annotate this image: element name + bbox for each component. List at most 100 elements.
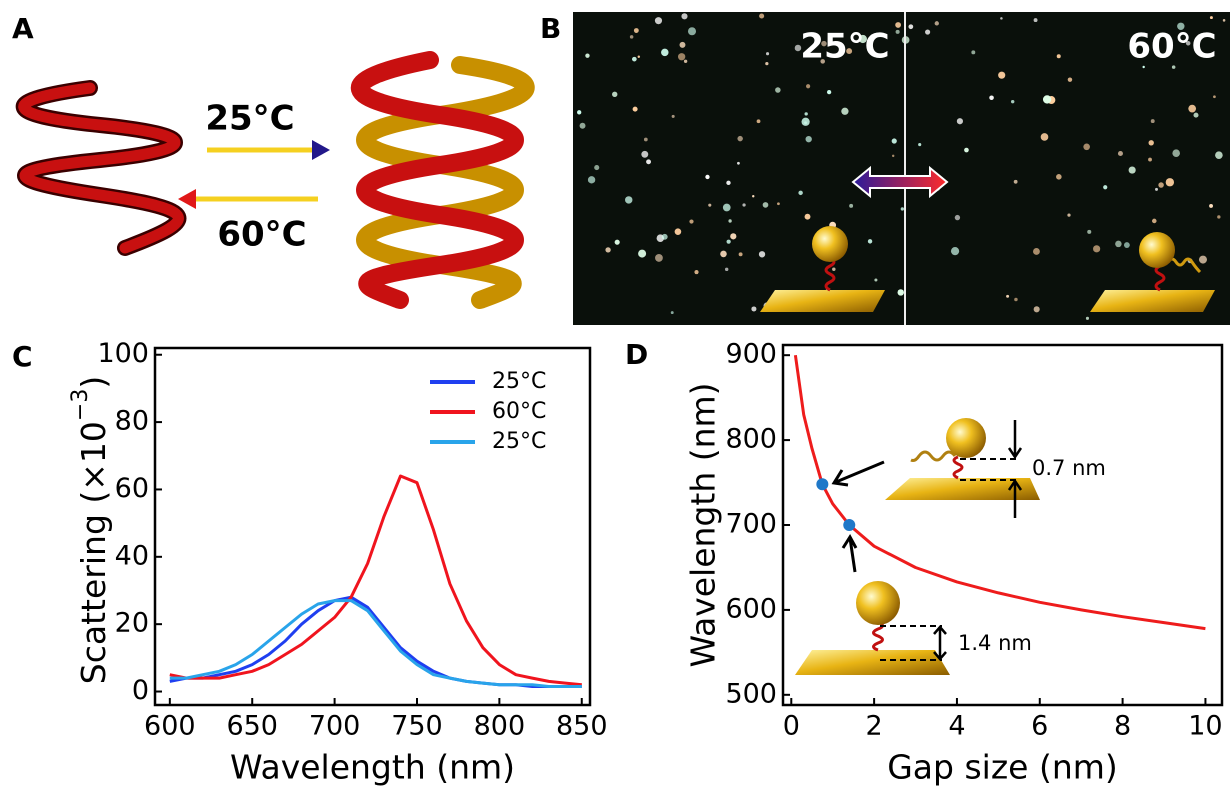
spot (752, 195, 754, 197)
x-tick-label: 800 (474, 711, 526, 742)
y-tick-label: 700 (725, 509, 777, 540)
spot (765, 62, 768, 65)
spot (646, 159, 651, 164)
y-tick-label: 900 (725, 339, 777, 370)
spring (954, 457, 962, 478)
spot (684, 60, 687, 63)
spot (681, 13, 687, 19)
spot (777, 202, 780, 205)
spot (989, 95, 994, 100)
spot (892, 138, 897, 143)
y-tick-label: 500 (725, 678, 777, 709)
x-tick-label: 10 (1188, 711, 1222, 742)
legend-label: 25°C (492, 369, 546, 394)
spot (951, 247, 959, 255)
y-tick-label: 40 (115, 540, 149, 571)
spot (641, 151, 648, 158)
spot (1223, 19, 1226, 22)
spot (935, 21, 939, 25)
panel-label: D (625, 338, 648, 371)
spot (1057, 54, 1061, 58)
spot (827, 90, 831, 94)
spot (737, 162, 740, 165)
spot (1086, 317, 1089, 320)
spot (742, 203, 745, 206)
x-tick-label: 700 (309, 711, 361, 742)
spot (998, 72, 1005, 79)
spot (705, 175, 709, 179)
page: A 25°C 60°C B 25°C 60°C C D 0.7 nm 1.4 n… (0, 0, 1231, 794)
arrow-head (312, 140, 330, 160)
spot (577, 110, 581, 114)
gap-label: 0.7 nm (1032, 456, 1106, 480)
spot (1209, 204, 1213, 208)
spot (723, 204, 731, 212)
pointer-arrow (834, 462, 884, 485)
spot (925, 29, 930, 34)
spot (671, 311, 674, 314)
spot (727, 240, 731, 244)
spot (766, 52, 769, 55)
spot (849, 204, 853, 208)
spot (1103, 185, 1107, 189)
x-tick-label: 0 (783, 711, 800, 742)
single-helix (24, 88, 179, 248)
spot (1056, 174, 1062, 180)
spot (806, 136, 812, 142)
spot (655, 17, 662, 24)
spot (728, 219, 731, 222)
data-line (170, 476, 582, 685)
x-axis-label: Wavelength (nm) (230, 748, 515, 787)
spot (1158, 182, 1163, 187)
spot (971, 50, 975, 54)
spot (1217, 215, 1220, 218)
spot (726, 181, 730, 185)
spot (1155, 188, 1158, 191)
x-tick-label: 850 (556, 711, 608, 742)
spot (896, 30, 900, 34)
spot (655, 254, 663, 262)
spot (662, 234, 668, 240)
spot (955, 215, 960, 220)
spot (1118, 151, 1123, 156)
spot (634, 28, 639, 33)
spot (1034, 18, 1038, 22)
spot (1129, 166, 1136, 173)
spot (632, 57, 637, 62)
spot (901, 207, 904, 210)
substrate (795, 650, 950, 675)
spot (615, 240, 620, 245)
y-axis-label: Wavelength (nm) (684, 382, 723, 667)
x-tick-label: 650 (226, 711, 278, 742)
x-axis-label: Gap size (nm) (887, 748, 1118, 787)
spot (1199, 256, 1207, 264)
x-tick-label: 4 (948, 711, 965, 742)
pointer-arrow (843, 537, 856, 572)
spot (694, 270, 698, 274)
y-tick-label: 20 (115, 608, 149, 639)
spot (588, 176, 595, 183)
spot (1093, 245, 1100, 252)
spot (763, 202, 769, 208)
data-point (843, 519, 855, 531)
panel-label: B (540, 12, 561, 45)
spot (585, 53, 589, 57)
spot (775, 87, 781, 93)
spot (1083, 143, 1090, 150)
spot (580, 123, 586, 129)
spot (1115, 241, 1122, 248)
x-tick-label: 6 (1031, 711, 1048, 742)
spot (1006, 295, 1009, 298)
spot (661, 49, 668, 56)
spot (1034, 306, 1040, 312)
spot (1151, 119, 1155, 123)
y-axis-label: Scattering (×10−3) (68, 376, 113, 684)
spot (868, 239, 872, 243)
y-axis-label-text: Scattering (×10 (74, 421, 113, 684)
substrate (885, 478, 1040, 500)
spot (689, 219, 693, 223)
spot (918, 143, 921, 146)
spot (630, 35, 634, 39)
spot (805, 214, 811, 220)
y-tick-label: 800 (725, 424, 777, 455)
